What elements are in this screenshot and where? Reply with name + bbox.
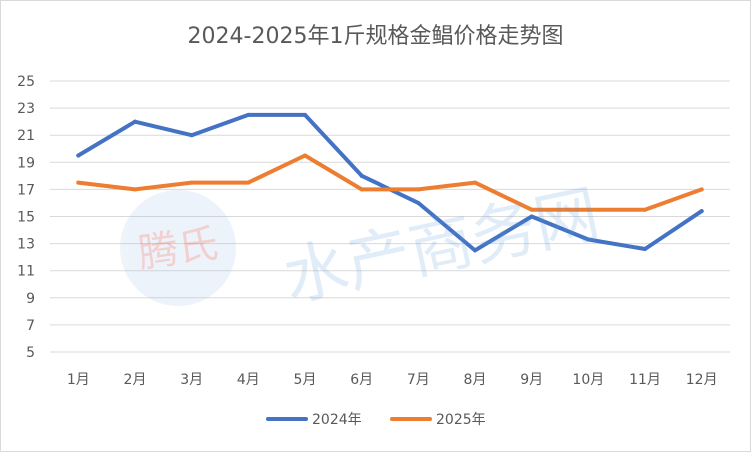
x-tick-label: 3月: [180, 372, 203, 388]
x-tick-label: 2月: [124, 372, 147, 388]
y-tick-label: 7: [26, 318, 35, 334]
data-point: [586, 207, 591, 212]
data-point: [246, 180, 251, 185]
data-point: [303, 153, 307, 158]
x-axis-ticks: 1月 2月 3月 4月 5月 6月 7月 8月 9月 10月 11月 12月: [67, 372, 718, 388]
data-point: [699, 187, 704, 192]
data-point: [189, 180, 194, 185]
data-point: [189, 133, 194, 138]
y-axis-ticks: 25 23 21 19 17 15 13 11 9 7 5: [17, 74, 35, 361]
y-tick-label: 21: [17, 128, 35, 144]
data-point: [76, 180, 81, 185]
x-tick-label: 5月: [294, 372, 317, 388]
x-tick-label: 1月: [67, 372, 90, 388]
x-tick-label: 12月: [686, 372, 718, 388]
chart-title: 2024-2025年1斤规格金鲳价格走势图: [187, 24, 564, 49]
watermark-logo-circle: [120, 190, 236, 306]
x-tick-label: 4月: [237, 372, 260, 388]
x-tick-label: 6月: [350, 372, 373, 388]
y-tick-label: 13: [17, 237, 35, 253]
y-tick-label: 17: [17, 182, 35, 198]
x-tick-label: 7月: [407, 372, 430, 388]
data-point: [359, 173, 364, 178]
y-tick-label: 9: [26, 291, 35, 307]
legend-label-1: 2024年: [312, 412, 362, 428]
data-point: [473, 248, 477, 253]
y-tick-label: 19: [17, 155, 35, 171]
watermark-logo-text: 腾氏: [135, 221, 221, 278]
data-point: [133, 187, 137, 192]
watermark: 腾氏 水产商务网: [120, 177, 606, 316]
data-point: [246, 112, 251, 117]
data-point: [586, 237, 591, 242]
data-point: [76, 153, 81, 158]
x-tick-label: 8月: [464, 372, 487, 388]
data-point: [643, 247, 647, 252]
watermark-text: 水产商务网: [277, 177, 605, 316]
data-point: [699, 209, 704, 214]
data-point: [529, 214, 534, 219]
legend: 2024年 2025年: [266, 412, 486, 428]
y-tick-label: 23: [17, 101, 35, 117]
gridlines: [50, 80, 730, 353]
y-tick-label: 5: [26, 345, 35, 361]
x-tick-label: 10月: [572, 372, 604, 388]
data-point: [416, 187, 421, 192]
legend-label-2: 2025年: [436, 412, 486, 428]
x-tick-label: 11月: [629, 372, 661, 388]
series-lines: [76, 112, 704, 253]
x-tick-label: 9月: [520, 372, 543, 388]
data-point: [473, 180, 477, 185]
data-point: [643, 207, 647, 212]
series-line-2: [76, 153, 704, 212]
data-point: [133, 119, 137, 124]
data-point: [303, 112, 307, 117]
data-point: [529, 207, 534, 212]
y-tick-label: 25: [17, 74, 35, 90]
data-point: [416, 200, 421, 205]
data-point: [359, 187, 364, 192]
y-tick-label: 15: [17, 210, 35, 226]
y-tick-label: 11: [17, 264, 35, 280]
